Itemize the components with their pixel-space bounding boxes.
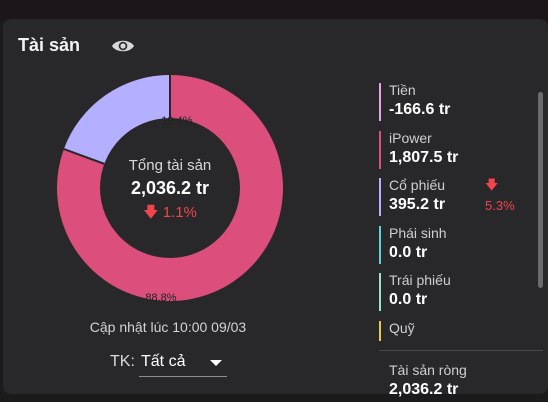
- legend-label: Trái phiếu: [389, 272, 451, 288]
- asset-donut-chart: 19.4% 88.8%: [57, 75, 283, 301]
- legend-item: Cổ phiếu 395.2 tr 🡇 5.3%: [379, 176, 529, 218]
- slice-label-co-phieu: 19.4%: [161, 115, 192, 127]
- legend-value: 0.0 tr: [389, 291, 428, 308]
- card-title: Tài sản: [18, 35, 81, 55]
- total-summary: Tổng tài sản 2,036.2 tr 🡇 1.1%: [99, 157, 241, 227]
- legend-label: iPower: [389, 129, 432, 146]
- divider: [379, 350, 543, 351]
- account-selected: Tất cả: [141, 353, 186, 370]
- legend-value: 0.0 tr: [389, 243, 428, 261]
- legend-label: Tiền: [389, 82, 416, 98]
- legend-item: iPower 1,807.5 tr: [379, 129, 529, 171]
- account-dropdown[interactable]: Tất cả: [139, 350, 227, 377]
- net-assets-label: Tài sản ròng: [389, 362, 467, 378]
- chevron-down-icon: [210, 360, 222, 366]
- update-timestamp: Cập nhật lúc 10:00 09/03: [89, 319, 247, 335]
- legend-color-bar: [379, 130, 381, 169]
- legend-value: 1,807.5 tr: [389, 148, 459, 166]
- eye-icon[interactable]: [111, 37, 135, 55]
- net-assets-value: 2,036.2 tr: [389, 381, 459, 398]
- total-label: Tổng tài sản: [128, 157, 212, 174]
- legend-item: Phái sinh 0.0 tr: [379, 224, 529, 266]
- legend-color-bar: [379, 273, 381, 311]
- account-label: TK:: [110, 353, 135, 370]
- legend-color-bar: [379, 320, 381, 341]
- legend-change: 🡇 5.3%: [485, 177, 515, 213]
- legend-value: -166.6 tr: [389, 101, 451, 118]
- legend-scrollbar[interactable]: [538, 92, 543, 288]
- legend-item: Trái phiếu 0.0 tr: [379, 271, 529, 313]
- legend-color-bar: [379, 225, 381, 264]
- legend-color-bar: [379, 178, 381, 216]
- asset-legend: Tiền -166.6 tr iPower 1,807.5 tr Cổ phiếu 395…: [379, 81, 541, 341]
- total-change-value: 1.1%: [162, 204, 197, 221]
- legend-item: Quỹ: [379, 319, 529, 341]
- assets-card: Tài sản 19.4% 88.8% Tổng tài sản 2,036.2…: [3, 19, 548, 398]
- legend-label: Quỹ: [389, 319, 415, 336]
- slice-label-ipower: 88.8%: [145, 292, 176, 301]
- legend-label: Phái sinh: [389, 224, 447, 241]
- legend-color-bar: [379, 83, 381, 121]
- window-top-bar: [0, 0, 548, 20]
- legend-label: Cổ phiếu: [389, 177, 446, 193]
- down-arrow-icon: 🡇: [143, 204, 159, 221]
- total-change: 🡇 1.1%: [99, 202, 241, 227]
- legend-value: 395.2 tr: [389, 196, 446, 213]
- legend-item: Tiền -166.6 tr: [379, 81, 529, 123]
- total-value: 2,036.2 tr: [130, 178, 210, 198]
